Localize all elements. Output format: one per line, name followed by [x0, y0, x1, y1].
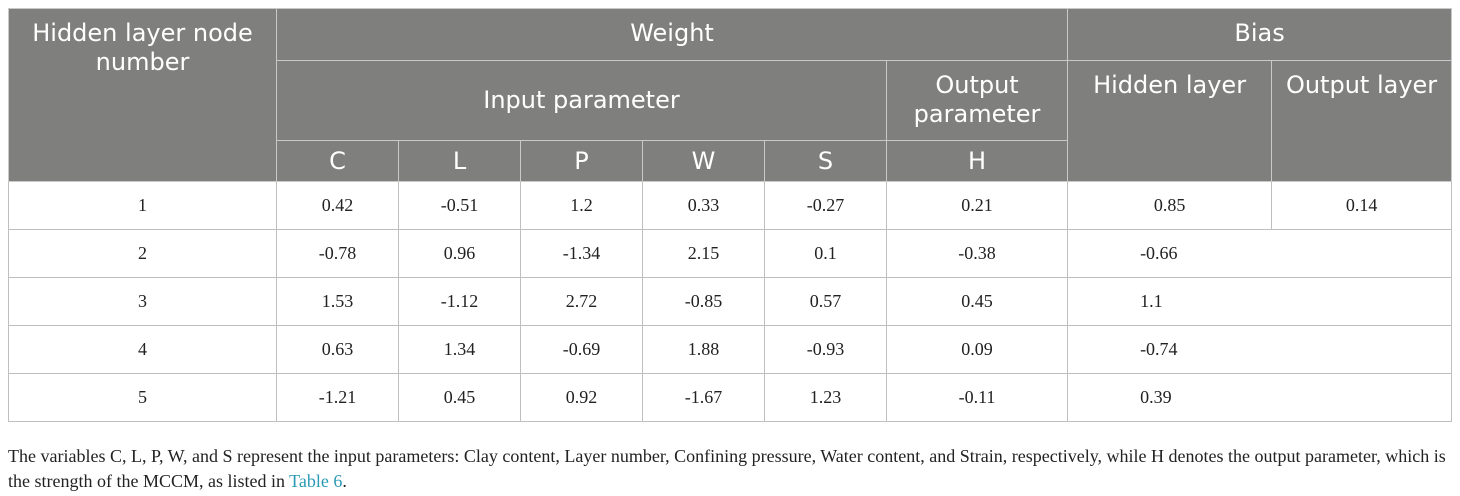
h-cell: -0.38: [885, 229, 1069, 278]
node-cell: 4: [8, 325, 277, 374]
c-cell: -1.21: [276, 373, 399, 422]
weights-bias-table-container: Hidden layer node number Weight Bias Inp…: [8, 8, 1453, 422]
column-header-h: H: [885, 140, 1069, 182]
w-cell: -0.85: [642, 277, 765, 326]
table-row: 5 -1.21 0.45 0.92 -1.67 1.23 -0.11 0.39: [8, 373, 1453, 422]
table-body: 1 0.42 -0.51 1.2 0.33 -0.27 0.21 0.85 0.…: [8, 181, 1453, 422]
c-cell: 0.63: [276, 325, 399, 374]
l-cell: 1.34: [398, 325, 521, 374]
output-layer-header: Output layer: [1271, 60, 1453, 182]
column-header-s: S: [764, 140, 887, 182]
s-cell: -0.93: [764, 325, 887, 374]
column-header-c: C: [276, 140, 399, 182]
table-row: 4 0.63 1.34 -0.69 1.88 -0.93 0.09 -0.74: [8, 325, 1453, 374]
table-header: Hidden layer node number Weight Bias Inp…: [8, 8, 1453, 182]
node-cell: 1: [8, 181, 277, 230]
output-parameter-header: Output parameter: [885, 60, 1069, 141]
w-cell: 1.88: [642, 325, 765, 374]
hidden-layer-header: Hidden layer: [1067, 60, 1273, 182]
weight-header: Weight: [275, 8, 1069, 61]
node-cell: 2: [8, 229, 277, 278]
c-cell: -0.78: [276, 229, 399, 278]
node-cell: 3: [8, 277, 277, 326]
hidden-bias-cell: -0.74: [1067, 325, 1453, 374]
p-cell: 2.72: [520, 277, 643, 326]
footnote-text: The variables C, L, P, W, and S represen…: [8, 446, 1446, 491]
s-cell: 0.57: [764, 277, 887, 326]
hidden-bias-cell: 0.85: [1067, 181, 1273, 230]
hidden-bias-cell: 0.39: [1067, 373, 1453, 422]
w-cell: 2.15: [642, 229, 765, 278]
hidden-bias-cell: 1.1: [1067, 277, 1453, 326]
s-cell: 1.23: [764, 373, 887, 422]
table-row: 1 0.42 -0.51 1.2 0.33 -0.27 0.21 0.85 0.…: [8, 181, 1453, 230]
l-cell: -0.51: [398, 181, 521, 230]
c-cell: 1.53: [276, 277, 399, 326]
w-cell: -1.67: [642, 373, 765, 422]
l-cell: 0.96: [398, 229, 521, 278]
p-cell: -0.69: [520, 325, 643, 374]
p-cell: -1.34: [520, 229, 643, 278]
c-cell: 0.42: [276, 181, 399, 230]
column-header-l: L: [398, 140, 521, 182]
column-header-p: P: [520, 140, 643, 182]
h-cell: -0.11: [885, 373, 1069, 422]
weights-bias-table: Hidden layer node number Weight Bias Inp…: [8, 8, 1453, 422]
w-cell: 0.33: [642, 181, 765, 230]
p-cell: 1.2: [520, 181, 643, 230]
hidden-bias-cell: -0.66: [1067, 229, 1453, 278]
table-footnote: The variables C, L, P, W, and S represen…: [8, 444, 1456, 494]
bias-header: Bias: [1067, 8, 1453, 61]
h-cell: 0.09: [885, 325, 1069, 374]
h-cell: 0.45: [885, 277, 1069, 326]
node-number-header: Hidden layer node number: [8, 8, 277, 182]
l-cell: -1.12: [398, 277, 521, 326]
table-row: 2 -0.78 0.96 -1.34 2.15 0.1 -0.38 -0.66: [8, 229, 1453, 278]
table-row: 3 1.53 -1.12 2.72 -0.85 0.57 0.45 1.1: [8, 277, 1453, 326]
s-cell: -0.27: [764, 181, 887, 230]
input-parameter-header: Input parameter: [276, 60, 887, 141]
footnote-end: .: [342, 471, 347, 491]
p-cell: 0.92: [520, 373, 643, 422]
node-cell: 5: [8, 373, 277, 422]
column-header-w: W: [642, 140, 765, 182]
l-cell: 0.45: [398, 373, 521, 422]
s-cell: 0.1: [764, 229, 887, 278]
output-bias-cell: 0.14: [1271, 181, 1453, 230]
table-6-link[interactable]: Table 6: [289, 471, 343, 491]
h-cell: 0.21: [885, 181, 1069, 230]
